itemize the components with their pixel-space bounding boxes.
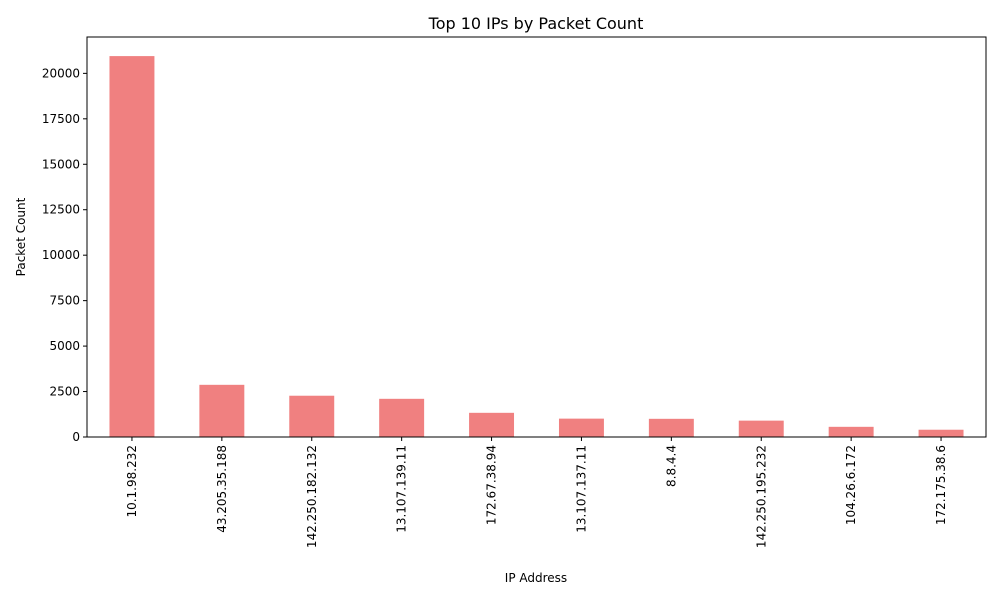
bar — [109, 56, 155, 437]
bar — [199, 384, 245, 437]
x-axis: 10.1.98.232 43.205.35.188 142.250.182.132 1… — [125, 437, 948, 548]
y-tick-label: 20000 — [42, 66, 80, 80]
bar — [648, 418, 694, 437]
y-tick-label: 15000 — [42, 157, 80, 171]
y-tick-label: 7500 — [49, 294, 80, 308]
x-tick-label: 8.8.4.4 — [664, 445, 678, 487]
x-axis-label: IP Address — [505, 571, 567, 585]
bar — [289, 395, 335, 437]
bar — [738, 420, 784, 437]
y-tick-label: 0 — [72, 430, 80, 444]
y-axis-label: Packet Count — [14, 197, 28, 276]
bar — [379, 398, 425, 437]
y-tick-label: 10000 — [42, 248, 80, 262]
y-tick-label: 5000 — [49, 339, 80, 353]
x-tick-label: 10.1.98.232 — [125, 445, 139, 518]
plot-frame — [86, 36, 987, 438]
bar — [469, 412, 515, 437]
x-tick-label: 13.107.137.11 — [574, 445, 588, 533]
bars-group — [109, 56, 964, 437]
y-tick-label: 17500 — [42, 112, 80, 126]
bar — [918, 429, 964, 437]
x-tick-label: 43.205.35.188 — [215, 445, 229, 533]
bar — [828, 426, 874, 437]
y-tick-label: 12500 — [42, 203, 80, 217]
x-tick-label: 142.250.182.132 — [305, 445, 319, 548]
x-tick-label: 104.26.6.172 — [844, 445, 858, 525]
chart-title: Top 10 IPs by Packet Count — [428, 14, 644, 33]
x-tick-label: 142.250.195.232 — [754, 445, 768, 548]
bar — [558, 418, 604, 437]
y-axis: 0 2500 5000 7500 10000 12500 15000 17500 20000 — [42, 66, 87, 444]
y-tick-label: 2500 — [49, 385, 80, 399]
x-tick-label: 172.175.38.6 — [934, 445, 948, 525]
x-tick-label: 13.107.139.11 — [395, 445, 409, 533]
x-tick-label: 172.67.38.94 — [485, 445, 499, 525]
